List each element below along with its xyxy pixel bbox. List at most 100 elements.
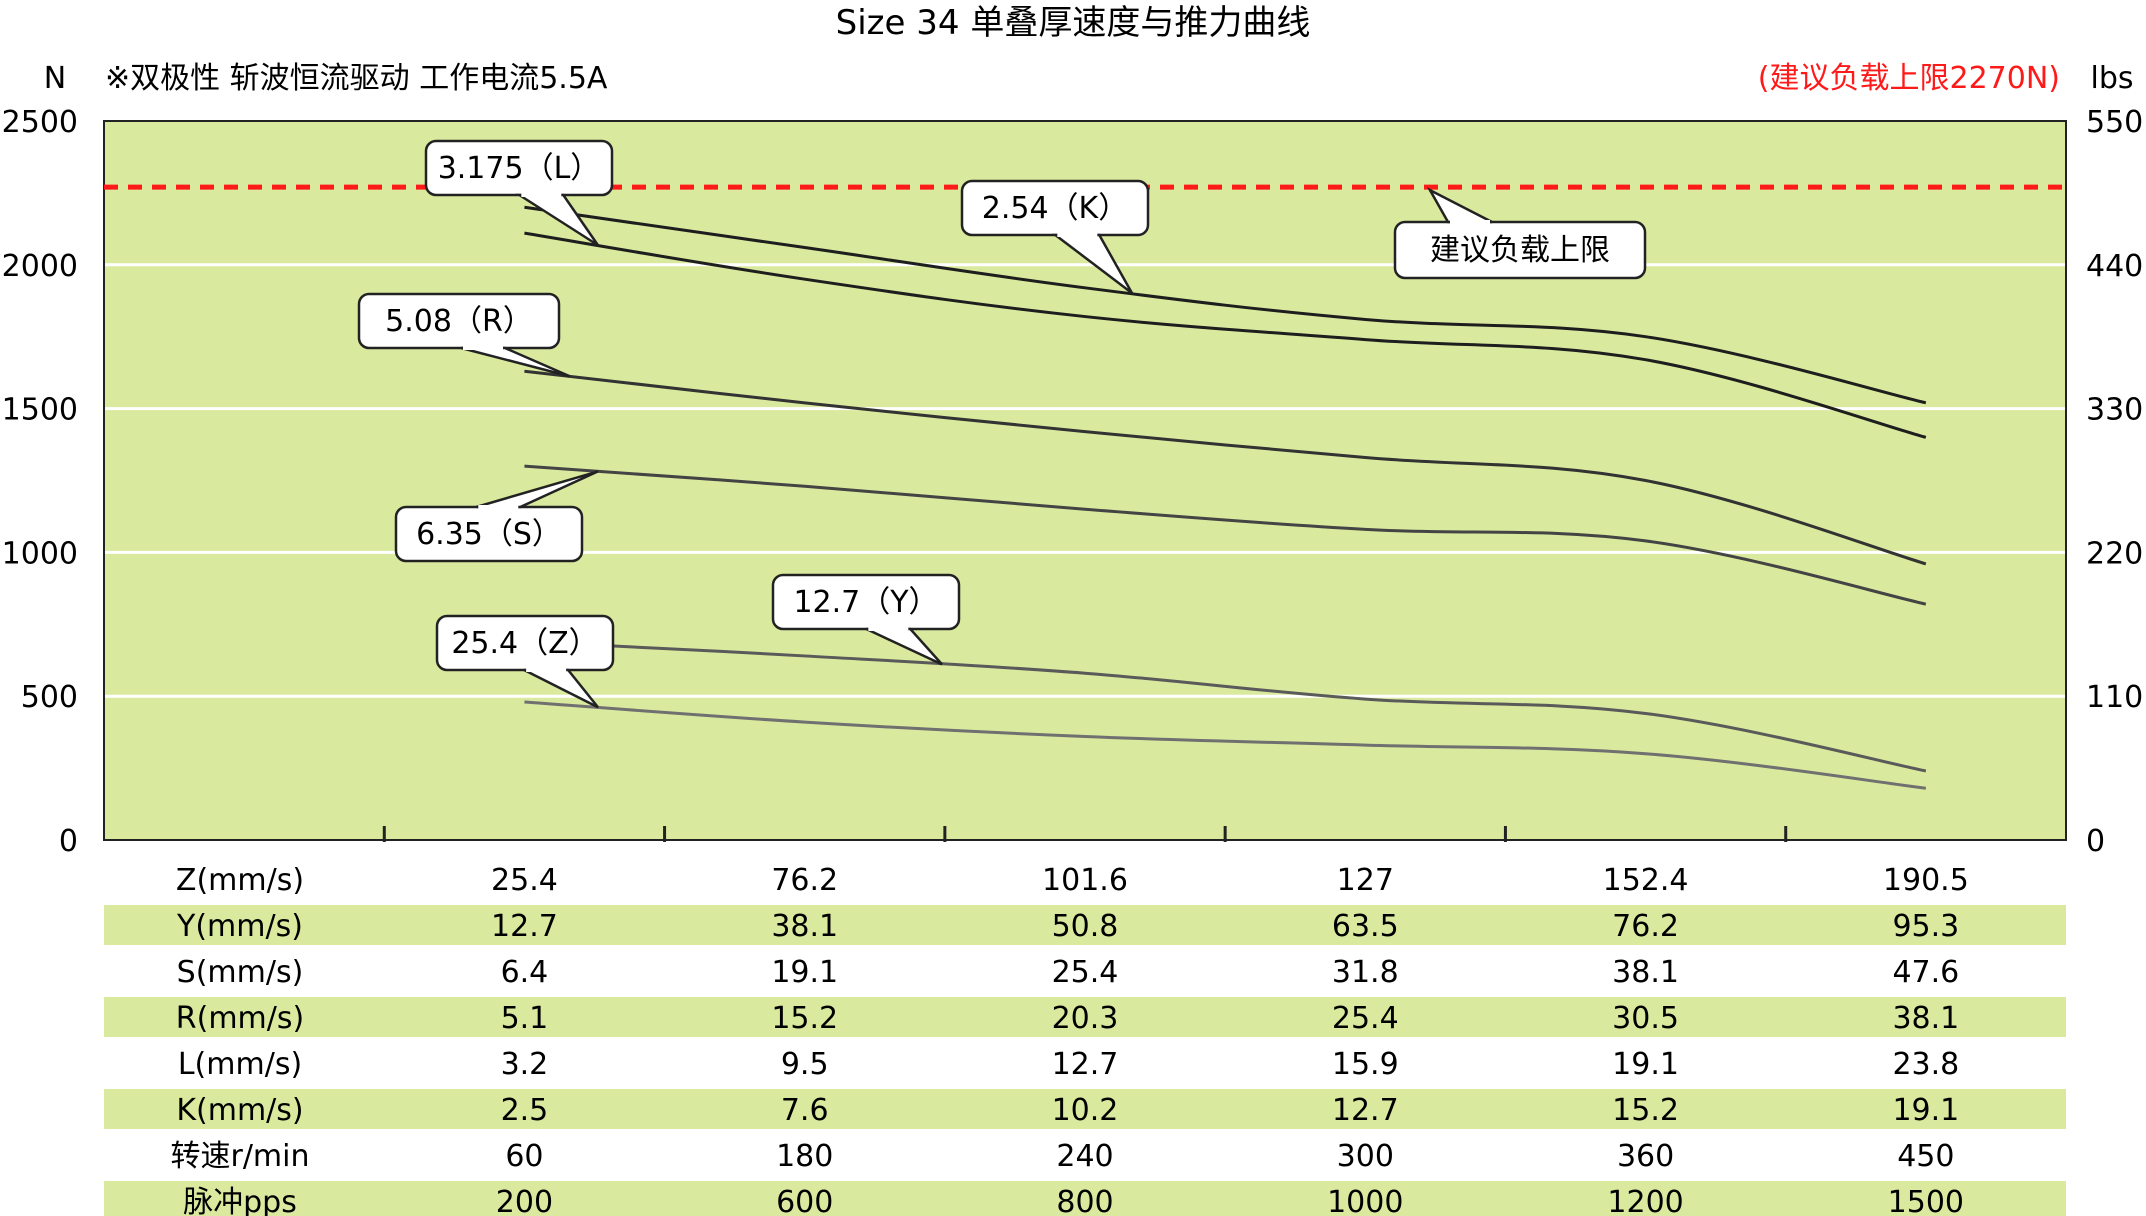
table-cell: 15.2	[1612, 1093, 1679, 1128]
table-cell: 23.8	[1892, 1047, 1959, 1082]
y-left-tick-label: 1000	[2, 536, 78, 571]
table-cell: 1000	[1327, 1185, 1403, 1216]
table-row-band	[104, 997, 2066, 1037]
table-cell: 60	[505, 1139, 543, 1174]
table-cell: 63.5	[1332, 909, 1399, 944]
table-cell: 360	[1617, 1139, 1674, 1174]
table-row-label: Y(mm/s)	[176, 909, 303, 944]
table-cell: 47.6	[1892, 955, 1959, 990]
table-cell: 450	[1897, 1139, 1954, 1174]
table-cell: 19.1	[1892, 1093, 1959, 1128]
table-cell: 76.2	[1612, 909, 1679, 944]
callout: 5.08（R）	[357, 292, 571, 378]
y-right-tick-label: 330	[2086, 393, 2143, 428]
table-cell: 38.1	[771, 909, 838, 944]
table-cell: 200	[496, 1185, 553, 1216]
series-line-1	[524, 231, 1927, 439]
table-row-label: K(mm/s)	[176, 1093, 303, 1128]
callout: 3.175（L）	[424, 139, 614, 247]
callout-label: 25.4（Z）	[451, 626, 598, 661]
callout-box	[357, 292, 561, 350]
limit-callout: 建议负载上限	[1393, 187, 1647, 280]
table-cell: 38.1	[1612, 955, 1679, 990]
plot-area: 2500 2000 1500 1000 500 0 550 440 330 220 110 0 3.17…	[2, 105, 2144, 859]
table-cell: 19.1	[771, 955, 838, 990]
callout-label: 5.08（R）	[385, 304, 533, 339]
y-right-tick-label: 550	[2086, 105, 2143, 140]
y-right-tick-label: 0	[2086, 824, 2105, 859]
series-line-2	[524, 369, 1927, 566]
table-cell: 600	[776, 1185, 833, 1216]
table-cell: 7.6	[781, 1093, 829, 1128]
limit-label: 建议负载上限	[1430, 233, 1610, 268]
table-cell: 5.1	[501, 1001, 549, 1036]
table-cell: 95.3	[1892, 909, 1959, 944]
table-cell: 10.2	[1052, 1093, 1119, 1128]
table-cell: 15.2	[771, 1001, 838, 1036]
table-cell: 12.7	[491, 909, 558, 944]
table-cell: 12.7	[1332, 1093, 1399, 1128]
table-cell: 31.8	[1332, 955, 1399, 990]
speed-table: Z(mm/s) 25.4 76.2 101.6 127 152.4 190.5 Y(mm/s)…	[104, 863, 2066, 1216]
table-cell: 50.8	[1052, 909, 1119, 944]
table-row-band	[104, 1181, 2066, 1216]
y-left-tick-label: 2000	[2, 249, 78, 284]
chart-title: Size 34 单叠厚速度与推力曲线	[836, 3, 1311, 43]
y-left-tick-label: 500	[21, 680, 78, 715]
table-cell: 25.4	[1052, 955, 1119, 990]
table-row-label: R(mm/s)	[176, 1001, 304, 1036]
table-cell: 38.1	[1892, 1001, 1959, 1036]
table-cell: 127	[1337, 863, 1394, 898]
callout-label: 12.7（Y）	[793, 585, 938, 620]
table-cell: 25.4	[1332, 1001, 1399, 1036]
table-cell: 2.5	[501, 1093, 549, 1128]
table-row-label: Z(mm/s)	[176, 863, 304, 898]
series-line-4	[524, 640, 1927, 773]
callout-label: 6.35（S）	[416, 517, 562, 552]
y-left-tick-label: 1500	[2, 393, 78, 428]
table-cell: 9.5	[781, 1047, 829, 1082]
table-cell: 3.2	[501, 1047, 549, 1082]
table-row-label: 脉冲pps	[183, 1185, 297, 1216]
plot-frame	[103, 120, 2067, 841]
series-line-5	[524, 700, 1927, 790]
table-cell: 30.5	[1612, 1001, 1679, 1036]
table-cell: 152.4	[1603, 863, 1689, 898]
table-cell: 1200	[1607, 1185, 1683, 1216]
y-right-tick-label: 110	[2086, 680, 2143, 715]
callout-label: 3.175（L）	[438, 151, 601, 186]
table-cell: 25.4	[491, 863, 558, 898]
table-row-band	[104, 1089, 2066, 1129]
table-cell: 800	[1056, 1185, 1113, 1216]
left-axis-unit: N	[44, 61, 66, 96]
table-cell: 15.9	[1332, 1047, 1399, 1082]
callout-box	[1393, 220, 1647, 280]
right-axis-unit: lbs	[2090, 61, 2133, 96]
table-row-label: 转速r/min	[170, 1139, 309, 1174]
chart-subtitle: ※双极性 斩波恒流驱动 工作电流5.5A	[105, 61, 608, 96]
table-cell: 20.3	[1052, 1001, 1119, 1036]
table-cell: 1500	[1888, 1185, 1964, 1216]
callout: 6.35（S）	[394, 470, 599, 563]
callout-box	[771, 573, 961, 631]
table-cell: 76.2	[771, 863, 838, 898]
callout: 2.54（K）	[960, 179, 1150, 295]
table-cell: 19.1	[1612, 1047, 1679, 1082]
table-cell: 6.4	[501, 955, 549, 990]
table-cell: 101.6	[1042, 863, 1128, 898]
callout: 12.7（Y）	[771, 573, 961, 666]
callout-label: 2.54（K）	[982, 191, 1128, 226]
table-cell: 240	[1056, 1139, 1113, 1174]
table-row-band	[104, 905, 2066, 945]
table-cell: 180	[776, 1139, 833, 1174]
table-cell: 190.5	[1883, 863, 1969, 898]
y-right-tick-label: 220	[2086, 536, 2143, 571]
y-right-tick-label: 440	[2086, 249, 2143, 284]
callout: 25.4（Z）	[435, 614, 615, 709]
load-limit-note: (建议负载上限2270N)	[1758, 61, 2060, 96]
table-row-label: S(mm/s)	[177, 955, 304, 990]
table-cell: 300	[1337, 1139, 1394, 1174]
y-left-tick-label: 0	[59, 824, 78, 859]
table-row-label: L(mm/s)	[178, 1047, 302, 1082]
